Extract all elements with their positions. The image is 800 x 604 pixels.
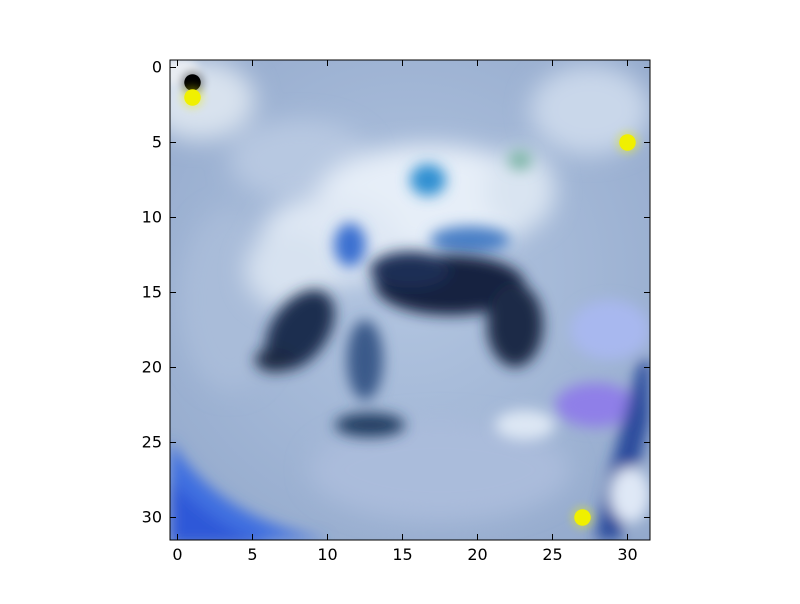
x-tick-label: 5 xyxy=(247,545,257,564)
x-tick-label: 10 xyxy=(317,545,337,564)
marker-point xyxy=(574,509,591,526)
y-tick-label: 20 xyxy=(142,358,162,377)
marker-point xyxy=(619,134,636,151)
axes-frame xyxy=(169,59,651,541)
y-axis: 0 5 10 15 20 25 30 xyxy=(142,58,650,527)
x-tick-label: 30 xyxy=(617,545,637,564)
y-tick-label: 25 xyxy=(142,433,162,452)
y-tick-label: 15 xyxy=(142,283,162,302)
x-tick-label: 25 xyxy=(542,545,562,564)
frog-image xyxy=(170,60,650,540)
x-tick-label: 15 xyxy=(392,545,412,564)
marker-group xyxy=(180,70,640,530)
x-axis: 0 5 10 15 20 25 30 xyxy=(172,60,638,564)
y-tick-label: 30 xyxy=(142,508,162,527)
x-tick-label: 20 xyxy=(467,545,487,564)
y-tick-label: 10 xyxy=(142,208,162,227)
marker-point xyxy=(184,74,201,91)
y-tick-label: 5 xyxy=(152,133,162,152)
y-tick-label: 0 xyxy=(152,58,162,77)
marker-point xyxy=(184,89,201,106)
x-tick-label: 0 xyxy=(172,545,182,564)
